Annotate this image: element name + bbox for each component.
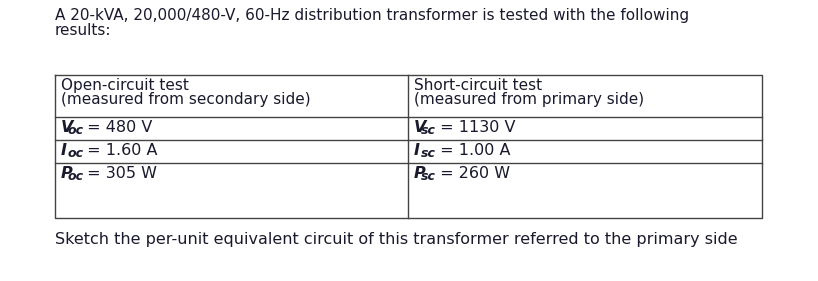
Text: I: I [414, 143, 420, 158]
Text: = 480 V: = 480 V [82, 120, 152, 135]
Text: = 260 W: = 260 W [435, 166, 510, 181]
Text: oc: oc [68, 170, 84, 183]
Text: (measured from primary side): (measured from primary side) [414, 92, 644, 107]
Text: = 305 W: = 305 W [82, 166, 157, 181]
Text: I: I [61, 143, 67, 158]
Text: P: P [414, 166, 425, 181]
Text: P: P [61, 166, 73, 181]
Text: = 1.00 A: = 1.00 A [435, 143, 510, 158]
Text: results:: results: [55, 23, 111, 38]
Text: Open-circuit test: Open-circuit test [61, 78, 189, 93]
Text: (measured from secondary side): (measured from secondary side) [61, 92, 311, 107]
Text: sc: sc [421, 147, 436, 160]
Text: Short-circuit test: Short-circuit test [414, 78, 542, 93]
Text: sc: sc [421, 124, 436, 137]
Text: = 1130 V: = 1130 V [435, 120, 515, 135]
Text: V: V [414, 120, 426, 135]
Text: Sketch the per-unit equivalent circuit of this transformer referred to the prima: Sketch the per-unit equivalent circuit o… [55, 232, 738, 247]
Text: A 20-kVA, 20,000/480-V, 60-Hz distribution transformer is tested with the follow: A 20-kVA, 20,000/480-V, 60-Hz distributi… [55, 8, 689, 23]
Text: V: V [61, 120, 74, 135]
Text: = 1.60 A: = 1.60 A [82, 143, 158, 158]
Text: oc: oc [68, 147, 84, 160]
Text: oc: oc [68, 124, 84, 137]
Text: sc: sc [421, 170, 436, 183]
